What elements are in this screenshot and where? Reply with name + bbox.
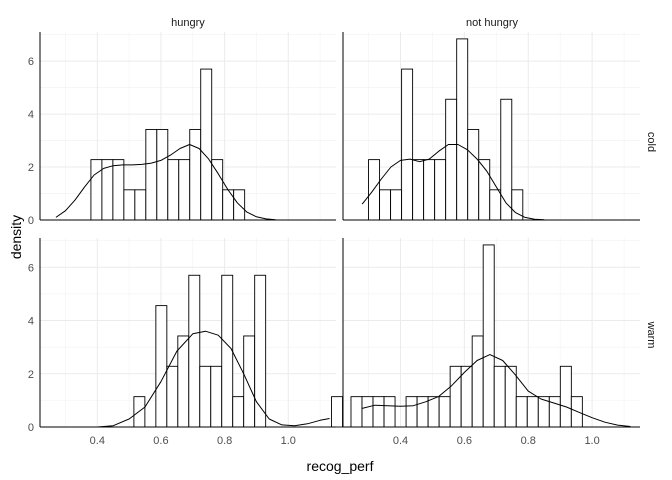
histogram-bar — [243, 335, 256, 428]
histogram-bar — [166, 365, 179, 428]
histogram-bar — [515, 396, 528, 428]
histogram-bar — [504, 365, 517, 428]
histogram-bar — [500, 98, 513, 221]
y-axis-title: density — [8, 215, 24, 259]
histogram-bar — [460, 365, 473, 428]
x-tick-label: 0.8 — [521, 435, 536, 447]
histogram-bar — [372, 396, 385, 428]
panel-not-hungry-warm: 0.4 0.6 0.8 1.0 — [342, 238, 640, 447]
panel-hungry-cold: 0 2 4 6 — [28, 32, 336, 227]
histogram-bar — [167, 159, 180, 221]
y-tick-label: 4 — [28, 316, 34, 328]
histogram-bar — [134, 189, 147, 221]
y-tick-label: 2 — [28, 162, 34, 174]
histogram-bar — [493, 365, 506, 428]
y-tick-label: 6 — [28, 262, 34, 274]
x-tick-label: 0.8 — [217, 435, 232, 447]
histogram-bar — [379, 189, 392, 221]
histogram-bar — [449, 365, 462, 428]
histogram-bar — [368, 159, 381, 221]
histogram-bar — [423, 159, 436, 221]
histogram-bar — [331, 396, 343, 428]
histogram-bar — [438, 396, 451, 428]
histogram-bar — [156, 128, 169, 221]
column-strip-label-not-hungry: not hungry — [466, 17, 518, 29]
y-tick-label: 2 — [28, 369, 34, 381]
row-strip-label-warm: warm — [645, 321, 657, 349]
histogram-bar — [489, 189, 502, 221]
histogram-bar — [383, 396, 396, 428]
x-tick-label: 0.6 — [457, 435, 472, 447]
histogram-bar — [390, 189, 403, 221]
histogram-bar — [471, 335, 484, 428]
histogram-bar — [177, 335, 190, 428]
histogram-bar — [405, 396, 418, 428]
histogram-bar — [254, 274, 267, 428]
histogram-bar — [178, 159, 191, 221]
histogram-bar — [482, 244, 495, 428]
density-curve — [362, 354, 631, 427]
histogram-bar — [189, 128, 202, 221]
histogram-bar — [559, 365, 572, 428]
density-curve — [361, 144, 545, 221]
panels-layer: 0 2 4 6 0 2 4 6 0.4 0.6 0.8 1.0 0.4 0.6 0.8 1.0 — [28, 32, 640, 447]
histogram-bar — [221, 274, 234, 428]
histogram-bar — [90, 159, 103, 221]
x-tick-label: 0.4 — [393, 435, 408, 447]
x-axis-title: recog_perf — [307, 458, 374, 474]
x-tick-label: 0.4 — [90, 435, 105, 447]
y-tick-label: 6 — [28, 56, 34, 68]
histogram-bar — [427, 396, 440, 428]
panel-not-hungry-cold — [342, 32, 640, 221]
x-tick-label: 0.6 — [153, 435, 168, 447]
histogram-bar — [456, 38, 469, 221]
x-tick-label: 1.0 — [584, 435, 599, 447]
histogram-bar — [188, 274, 201, 428]
histogram-bar — [200, 68, 213, 221]
histogram-bar — [210, 365, 223, 428]
x-tick-label: 1.0 — [281, 435, 296, 447]
panel-hungry-warm: 0 2 4 6 0.4 0.6 0.8 1.0 — [28, 238, 343, 447]
histogram-bar — [445, 98, 458, 221]
y-tick-label: 4 — [28, 109, 34, 121]
histogram-bar — [199, 365, 212, 428]
histogram-bar — [155, 305, 168, 428]
histogram-bar — [112, 159, 125, 221]
histogram-bar — [434, 159, 447, 221]
histogram-bar — [526, 396, 539, 428]
y-tick-label: 0 — [28, 215, 34, 227]
histogram-bar — [467, 128, 480, 221]
histogram-bar — [412, 159, 425, 221]
histogram-bar — [211, 159, 224, 221]
histogram-bar — [548, 396, 561, 428]
histogram-bar — [232, 396, 245, 428]
histogram-bar — [145, 128, 158, 221]
histogram-bar — [123, 189, 136, 221]
density-curve — [55, 144, 276, 221]
y-tick-label: 0 — [28, 422, 34, 434]
histogram-bar — [350, 396, 363, 428]
row-strip-label-cold: cold — [645, 132, 657, 152]
histogram-bar — [401, 68, 414, 221]
column-strip-label-hungry: hungry — [171, 17, 205, 29]
histogram-bar — [361, 396, 374, 428]
histogram-bar — [222, 189, 235, 221]
